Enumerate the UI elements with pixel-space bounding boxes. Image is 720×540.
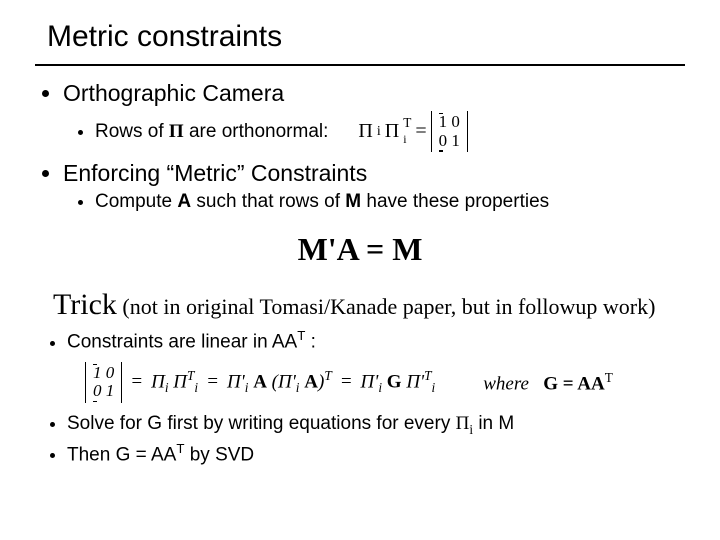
matrix2-row-1: 1 0 [93, 364, 114, 383]
trick-word: Trick [53, 288, 117, 321]
matrix-row-2: 0 1 [439, 132, 460, 151]
trick-rest: (not in original Tomasi/Kanade paper, bu… [117, 294, 656, 319]
bullet-constraints-linear: Constraints are linear in AAT : [67, 328, 685, 353]
c2-pi: Π [456, 413, 470, 434]
c3-post: by SVD [184, 444, 254, 465]
c1-post: : [305, 332, 316, 353]
bullet-enforcing-text: Enforcing “Metric” Constraints [63, 160, 367, 186]
identity-matrix-2: 1 0 0 1 [85, 362, 122, 403]
main-equation: M'A = M [35, 231, 685, 268]
compute-A: A [177, 191, 191, 212]
eq-where: where G = AAT [483, 370, 613, 395]
compute-pre: Compute [95, 191, 177, 212]
pi-symbol: Π [169, 121, 184, 142]
bullet-solve-g: Solve for G first by writing equations f… [67, 413, 685, 438]
title-underline [35, 64, 685, 66]
trick-bullet-list: Constraints are linear in AAT : [35, 328, 685, 353]
eq-pi-2: Π [385, 120, 399, 143]
matrix2-row-2: 0 1 [93, 382, 114, 401]
eq-pi-1: Π [358, 120, 372, 143]
sublist-orthographic: Rows of Π are orthonormal: Πi ΠTi = 1 0 … [63, 111, 685, 152]
eq-term2: Π'i A (Π'i A)T [227, 368, 332, 396]
bullet-rows-orthonormal: Rows of Π are orthonormal: Πi ΠTi = 1 0 … [95, 111, 685, 152]
slide-title: Metric constraints [47, 20, 685, 58]
matrix-row-1: 1 0 [439, 113, 460, 132]
eq-term1: Πi ΠTi [151, 368, 198, 396]
trick-line: Trick (not in original Tomasi/Kanade pap… [53, 288, 685, 322]
eq-term3: Π'i G Π'Ti [361, 368, 436, 396]
bullet-compute-a: Compute A such that rows of M have these… [95, 191, 685, 213]
constraint-equation: 1 0 0 1 = Πi ΠTi = Π'i A (Π'i A)T = Π'i … [85, 362, 685, 403]
eq-eq3: = [340, 371, 353, 393]
rows-pre: Rows of [95, 121, 169, 142]
eq-equals: = [415, 120, 426, 143]
c1-pre: Constraints are linear in AA [67, 332, 297, 353]
orthonormal-equation: Πi ΠTi = 1 0 0 1 [358, 111, 467, 152]
eq-eq2: = [206, 371, 219, 393]
rows-orthonormal-text: Rows of Π are orthonormal: [95, 121, 328, 143]
identity-matrix: 1 0 0 1 [431, 111, 468, 152]
rows-post: are orthonormal: [184, 121, 329, 142]
eq-pi-2-sup-row: Ti [403, 115, 411, 148]
bullet-orthographic: Orthographic Camera Rows of Π are orthon… [63, 80, 685, 152]
sublist-enforcing: Compute A such that rows of M have these… [63, 191, 685, 213]
c2-pre: Solve for G first by writing equations f… [67, 413, 456, 434]
eq-eq1: = [130, 371, 143, 393]
compute-mid: such that rows of [191, 191, 345, 212]
bullet-list-main: Orthographic Camera Rows of Π are orthon… [35, 80, 685, 213]
eq-pi-1-sub: i [377, 124, 381, 140]
bullet-enforcing: Enforcing “Metric” Constraints Compute A… [63, 160, 685, 213]
compute-M: M [345, 191, 361, 212]
trick-bullet-list-2: Solve for G first by writing equations f… [35, 413, 685, 466]
c3-pre: Then G = AA [67, 444, 176, 465]
bullet-then-svd: Then G = AAT by SVD [67, 441, 685, 466]
bullet-orthographic-text: Orthographic Camera [63, 80, 284, 107]
c2-post: in M [473, 413, 514, 434]
compute-post: have these properties [361, 191, 549, 212]
